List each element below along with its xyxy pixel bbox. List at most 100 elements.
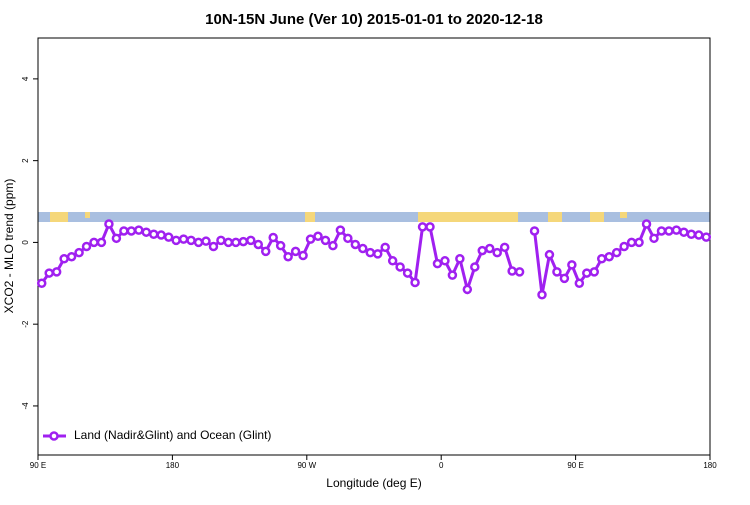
data-point (119, 226, 129, 236)
data-point (701, 232, 712, 242)
x-tick-label: 180 (166, 461, 180, 470)
data-point (111, 233, 122, 244)
data-point (350, 239, 361, 250)
data-point (358, 243, 368, 254)
data-point (552, 267, 562, 277)
data-point (148, 229, 159, 239)
data-point (372, 249, 383, 259)
data-point (582, 268, 592, 278)
data-point (440, 256, 450, 266)
chart-title: 10N-15N June (Ver 10) 2015-01-01 to 2020… (205, 11, 543, 28)
data-point (193, 237, 204, 248)
data-point (231, 237, 241, 248)
data-point (171, 235, 181, 246)
legend-marker (49, 431, 59, 441)
data-point (387, 256, 398, 266)
data-point (537, 289, 547, 300)
data-point (328, 240, 338, 251)
data-point (589, 267, 600, 277)
data-point (514, 267, 525, 277)
data-point (559, 273, 570, 284)
y-tick-label: 0 (21, 240, 30, 245)
data-point (216, 235, 226, 246)
data-point (260, 246, 271, 257)
data-point (36, 278, 47, 289)
data-point (290, 246, 301, 257)
data-point (66, 251, 77, 262)
data-point (574, 278, 585, 289)
data-point (686, 229, 697, 239)
data-point (499, 242, 510, 253)
data-point (402, 268, 413, 278)
x-tick-label: 90 E (567, 461, 583, 470)
data-point (141, 227, 152, 237)
data-point (634, 237, 644, 248)
data-point (253, 239, 264, 250)
data-point (432, 258, 443, 269)
data-point (313, 231, 323, 242)
x-tick-label: 90 W (297, 461, 316, 470)
data-point (275, 240, 286, 251)
data-point (178, 234, 189, 244)
data-point (134, 225, 144, 235)
x-tick-label: 0 (439, 461, 444, 470)
data-point (298, 250, 308, 261)
data-point (567, 260, 577, 270)
data-point (447, 270, 458, 280)
data-point (238, 236, 249, 247)
data-point (320, 235, 331, 246)
data-point (343, 233, 353, 244)
data-point (126, 226, 137, 236)
legend-label: Land (Nadir&Glint) and Ocean (Glint) (74, 428, 271, 442)
data-point (604, 251, 614, 262)
data-point (81, 241, 92, 252)
data-point (305, 234, 316, 244)
data-point (96, 237, 107, 248)
data-point (641, 219, 652, 229)
data-point (163, 232, 174, 242)
data-point (507, 266, 517, 276)
y-tick-label: -2 (21, 320, 30, 328)
x-tick-label: 90 E (30, 461, 46, 470)
data-point (410, 277, 420, 288)
data-point (335, 225, 346, 235)
data-point (492, 247, 502, 258)
data-point (44, 268, 54, 278)
data-point (626, 237, 637, 248)
data-point (455, 254, 465, 264)
data-point (477, 245, 488, 256)
y-tick-label: 2 (21, 158, 30, 163)
map-strip (38, 212, 710, 222)
data-point (186, 235, 196, 246)
data-point (268, 232, 278, 243)
data-point (395, 262, 405, 272)
data-point (201, 236, 211, 246)
data-point (656, 226, 667, 236)
data-point (619, 241, 629, 252)
y-tick-label: -4 (21, 402, 30, 410)
data-point (223, 237, 234, 248)
x-axis-label: Longitude (deg E) (326, 476, 421, 490)
data-point (679, 227, 689, 237)
data-point (470, 262, 480, 272)
data-point (89, 237, 99, 248)
data-point (529, 226, 540, 236)
data-point (664, 226, 674, 236)
data-point (484, 243, 495, 254)
y-axis-label: XCO2 - MLO trend (ppm) (2, 179, 16, 314)
data-point (462, 284, 473, 295)
data-point (544, 249, 555, 260)
data-point (365, 247, 376, 258)
data-point (671, 225, 682, 235)
data-point (649, 233, 659, 244)
data-point (51, 267, 62, 277)
y-tick-label: 4 (21, 76, 30, 81)
data-point (596, 254, 607, 264)
x-tick-label: 180 (703, 461, 717, 470)
data-point (380, 242, 390, 253)
data-point (283, 251, 293, 262)
plot-frame (37, 37, 711, 456)
data-point (246, 235, 256, 246)
data-point (611, 247, 622, 258)
